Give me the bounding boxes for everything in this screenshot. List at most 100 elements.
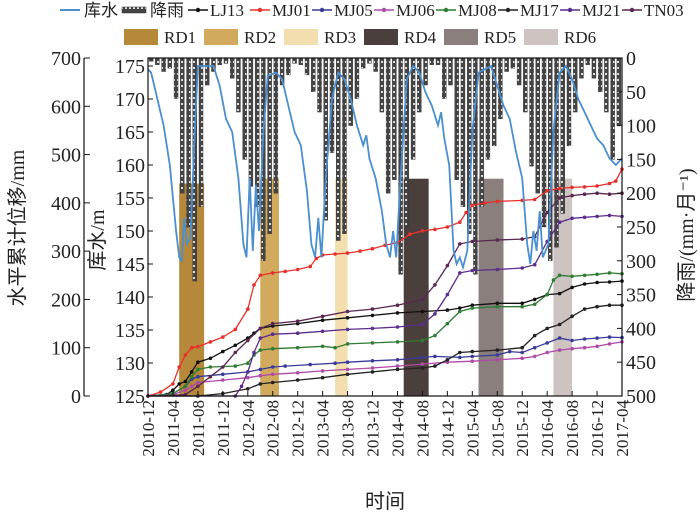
point-mj01	[177, 365, 181, 369]
x-tick-label: 2016-04	[538, 400, 557, 457]
point-mj05	[458, 355, 462, 360]
point-mj01	[283, 269, 288, 274]
x-tick-label: 2015-08	[488, 400, 507, 457]
legend-swatch	[444, 29, 478, 45]
y-axis-label-level: 库水/m	[86, 209, 109, 271]
point-mj08	[333, 345, 337, 350]
point-mj17	[370, 370, 375, 374]
point-mj17	[345, 372, 350, 377]
point-mj17	[445, 358, 450, 362]
left-tick-label: 600	[51, 96, 81, 118]
point-mj21	[433, 312, 437, 316]
legend-marker	[319, 7, 325, 13]
rainfall-regions	[179, 178, 573, 396]
point-mj21	[420, 322, 425, 327]
point-mj17	[570, 314, 574, 319]
legend-marker	[505, 7, 511, 13]
y-axis-label-left: 水平累计位移/mm	[6, 149, 29, 306]
axes: 0100200300400500600700125130135140145150…	[51, 48, 656, 457]
point-mj01	[183, 353, 188, 357]
point-mj01	[345, 251, 350, 255]
region-rd5	[478, 178, 504, 396]
point-mj08	[520, 304, 524, 309]
point-mj17	[532, 333, 537, 338]
point-tn03	[233, 350, 238, 355]
legend-marker	[629, 7, 635, 13]
point-mj05	[595, 336, 599, 340]
rain-bar	[597, 57, 603, 92]
rain-bar	[448, 57, 453, 86]
point-mj08	[495, 304, 500, 309]
legend-label: MJ17	[520, 1, 559, 20]
point-mj06	[570, 346, 574, 351]
point-mj01	[607, 181, 612, 186]
point-mj06	[545, 350, 549, 355]
x-tick-label: 2017-04	[613, 400, 632, 457]
point-mj06	[532, 354, 537, 359]
rain-bar	[311, 57, 316, 92]
legend-marker	[381, 7, 387, 13]
point-mj08	[607, 271, 612, 275]
rain-bar	[385, 57, 391, 194]
point-mj01	[408, 232, 412, 236]
rain-bar	[242, 57, 247, 160]
rain-bar	[167, 57, 173, 69]
legend-row-2: RD1 RD2 RD3 RD4 RD5 RD6	[124, 28, 596, 47]
point-tn03	[595, 191, 599, 195]
point-mj17	[395, 367, 400, 372]
left-tick-label: 700	[51, 48, 81, 70]
legend-label: MJ21	[582, 1, 621, 20]
point-mj01	[358, 249, 362, 253]
point-lj13	[557, 291, 562, 296]
point-mj06	[258, 373, 263, 378]
level-tick-label: 175	[115, 56, 145, 78]
point-mj08	[295, 345, 300, 350]
point-mj01	[171, 382, 175, 386]
point-mj17	[295, 378, 300, 382]
x-tick-label: 2015-12	[513, 400, 532, 457]
point-mj01	[295, 267, 300, 272]
point-mj08	[445, 321, 450, 326]
legend-swatch	[524, 29, 558, 45]
point-mj21	[395, 325, 400, 329]
point-mj17	[433, 364, 437, 368]
rain-bar	[254, 57, 260, 207]
point-mj05	[395, 358, 400, 362]
x-tick-label: 2012-12	[289, 400, 308, 457]
rain-bar	[423, 57, 428, 86]
rain-bar	[273, 57, 279, 194]
rain-tick-label: 450	[626, 352, 656, 374]
point-mj08	[345, 342, 350, 346]
rain-bar	[360, 57, 366, 69]
point-lj13	[458, 306, 462, 310]
point-lj13	[470, 303, 475, 308]
point-mj17	[595, 304, 599, 309]
series-mj06	[147, 341, 623, 397]
point-lj13	[171, 388, 175, 393]
point-mj01	[545, 189, 549, 193]
rain-bar	[317, 57, 322, 113]
point-lj13	[607, 280, 612, 284]
point-lj13	[570, 285, 574, 290]
legend-label: 降雨	[150, 1, 184, 20]
left-tick-label: 100	[51, 338, 81, 360]
rain-bar	[292, 57, 297, 64]
point-mj21	[470, 268, 475, 273]
point-mj21	[252, 350, 256, 355]
point-mj21	[458, 271, 462, 275]
point-mj01	[420, 229, 425, 233]
level-tick-label: 130	[115, 353, 145, 375]
point-mj01	[258, 273, 263, 278]
rain-bar	[591, 57, 597, 79]
rain-tick-label: 150	[626, 149, 656, 171]
rain-bar	[267, 57, 272, 234]
x-tick-label: 2016-08	[563, 400, 582, 457]
point-mj01	[189, 345, 194, 350]
point-mj08	[595, 272, 599, 277]
rain-tick-label: 100	[626, 116, 656, 138]
rain-bar	[410, 57, 416, 160]
legend-item-rd4: RD4	[364, 28, 437, 47]
point-lj13	[420, 309, 425, 314]
rain-bar	[392, 57, 397, 180]
legend-item-mj08: MJ08	[436, 1, 497, 20]
